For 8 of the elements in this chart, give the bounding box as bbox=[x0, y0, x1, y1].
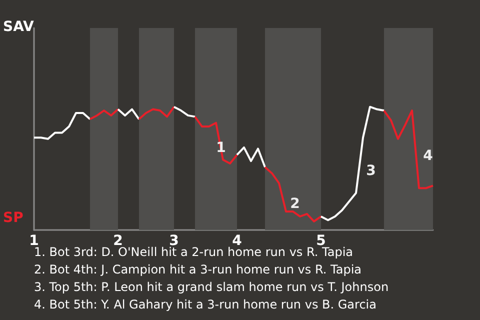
text: 2. Bot 4th: J. Campion hit a 3-run home run vs R. Tapia bbox=[34, 262, 362, 276]
text: 4. Bot 5th: Y. Al Gahary hit a 3-run home run vs B. Garcia bbox=[34, 298, 376, 312]
annotation: 4 bbox=[423, 148, 434, 164]
annotation: 3 bbox=[366, 163, 376, 179]
annotation: 2 bbox=[290, 196, 300, 212]
text: 3. Top 5th: P. Leon hit a grand slam home run vs T. Johnson bbox=[34, 280, 389, 294]
text: SAV bbox=[3, 19, 34, 35]
text: SP bbox=[3, 210, 24, 226]
